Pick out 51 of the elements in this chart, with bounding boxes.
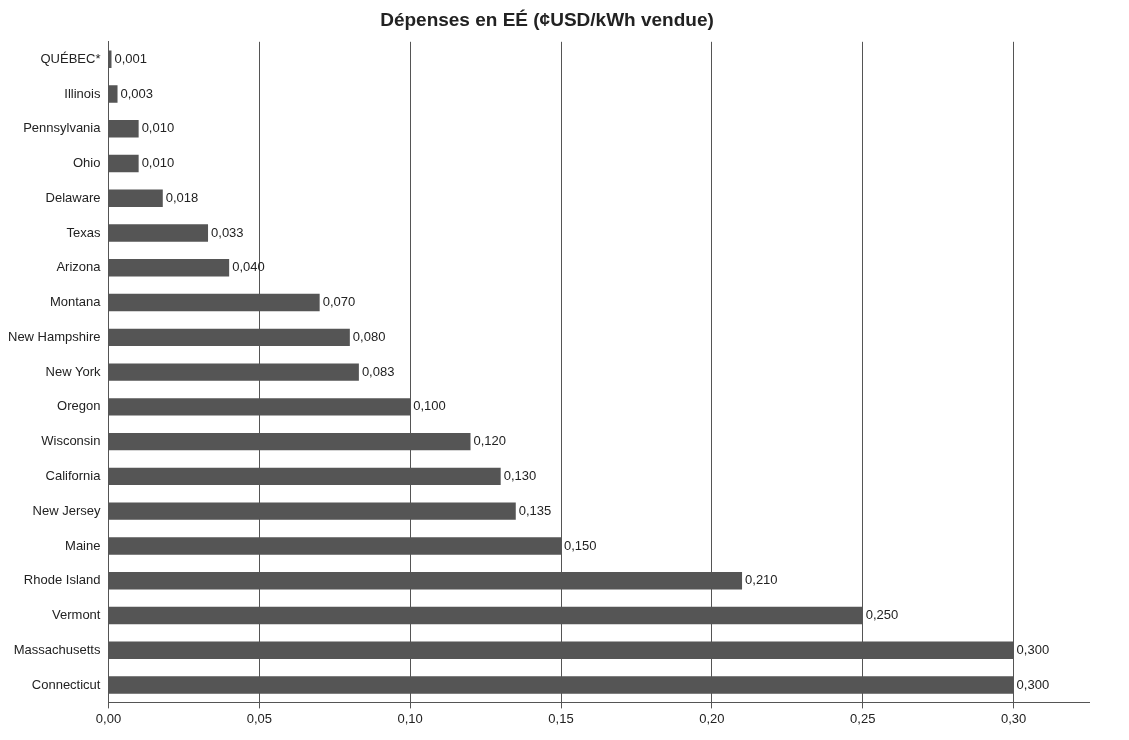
x-tick-label: 0,05 bbox=[246, 710, 272, 726]
y-tick-label: Rhode Island bbox=[23, 572, 101, 588]
data-label: 0,018 bbox=[165, 189, 199, 205]
y-tick-label: New Hampshire bbox=[7, 328, 101, 344]
bar bbox=[108, 224, 209, 242]
data-label: 0,080 bbox=[352, 328, 386, 344]
y-tick-label: New Jersey bbox=[32, 502, 101, 518]
chart-title: Dépenses en EÉ (¢USD/kWh vendue) bbox=[380, 8, 714, 30]
data-label: 0,003 bbox=[120, 85, 154, 101]
data-label: 0,010 bbox=[141, 120, 175, 136]
y-tick-label: California bbox=[45, 467, 102, 483]
data-label: 0,300 bbox=[1016, 641, 1050, 657]
y-tick-label: Oregon bbox=[57, 398, 101, 414]
data-label: 0,083 bbox=[361, 363, 395, 379]
data-label: 0,210 bbox=[745, 572, 778, 588]
data-label: 0,130 bbox=[503, 467, 537, 483]
data-label: 0,135 bbox=[518, 502, 552, 518]
y-tick-label: Arizona bbox=[56, 259, 102, 275]
x-tick-label: 0,10 bbox=[397, 710, 423, 726]
x-tick-label: 0,15 bbox=[548, 710, 574, 726]
y-tick-label: Vermont bbox=[52, 607, 101, 623]
bar bbox=[108, 154, 139, 173]
y-tick-label: Texas bbox=[66, 224, 101, 240]
data-label: 0,010 bbox=[141, 155, 175, 171]
data-label: 0,120 bbox=[473, 433, 507, 449]
bar bbox=[108, 189, 163, 207]
bar bbox=[108, 120, 139, 138]
y-tick-label: Illinois bbox=[64, 85, 101, 101]
y-tick-label: QUÉBEC* bbox=[40, 50, 101, 66]
data-label: 0,100 bbox=[413, 398, 446, 414]
y-tick-label: Connecticut bbox=[31, 676, 101, 692]
x-tick-label: 0,20 bbox=[699, 710, 725, 726]
data-label: 0,250 bbox=[865, 607, 899, 623]
bar bbox=[108, 259, 230, 277]
y-tick-label: Maine bbox=[65, 537, 101, 553]
y-tick-label: Ohio bbox=[73, 155, 101, 171]
x-tick-label: 0,00 bbox=[95, 710, 122, 726]
x-tick-label: 0,25 bbox=[850, 710, 876, 726]
y-tick-label: Delaware bbox=[45, 189, 101, 205]
data-label: 0,150 bbox=[564, 537, 597, 553]
x-tick-label: 0,30 bbox=[1000, 710, 1027, 726]
data-label: 0,001 bbox=[114, 50, 148, 66]
data-label: 0,300 bbox=[1016, 676, 1050, 692]
y-tick-label: Massachusetts bbox=[13, 641, 101, 657]
data-label: 0,033 bbox=[211, 224, 244, 240]
y-tick-label: Montana bbox=[49, 294, 102, 310]
bar bbox=[108, 85, 118, 103]
y-tick-label: Pennsylvania bbox=[23, 120, 102, 136]
y-tick-label: New York bbox=[45, 363, 101, 379]
y-tick-label: Wisconsin bbox=[41, 433, 101, 449]
data-label: 0,070 bbox=[322, 294, 356, 310]
